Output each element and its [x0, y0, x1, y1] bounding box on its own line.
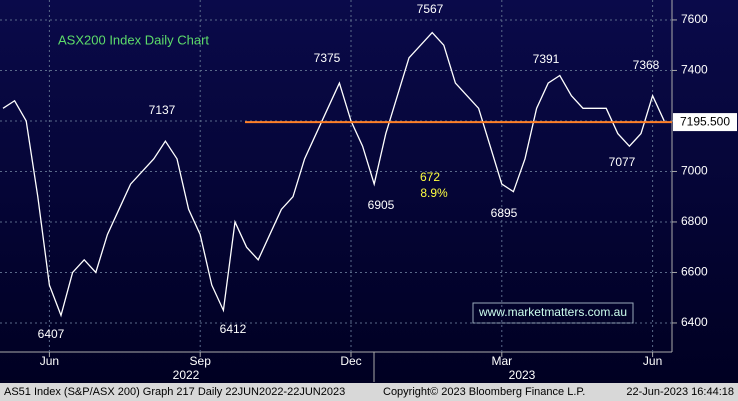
y-tick-label: 6800 [681, 214, 708, 228]
x-tick-label: Dec [340, 354, 361, 368]
annotation: 672 [420, 170, 440, 184]
y-tick-label: 7400 [681, 63, 708, 77]
annotation: 6407 [38, 327, 65, 341]
footer-text: AS51 Index (S&P/ASX 200) Graph 217 Daily… [4, 386, 345, 398]
x-tick-label: Sep [190, 354, 212, 368]
reference-label: 7195.500 [680, 114, 730, 128]
watermark: www.marketmatters.com.au [478, 305, 627, 319]
annotation: 7368 [633, 58, 660, 72]
background [0, 0, 738, 383]
annotation: 7391 [533, 52, 560, 66]
y-tick-label: 7600 [681, 12, 708, 26]
annotation: 7137 [149, 103, 176, 117]
year-label: 2022 [173, 368, 200, 382]
chart-title: ASX200 Index Daily Chart [58, 32, 209, 47]
annotation: 6412 [220, 322, 247, 336]
footer-text: 22-Jun-2023 16:44:18 [626, 386, 734, 398]
x-tick-label: Jun [40, 354, 59, 368]
year-label: 2023 [509, 368, 536, 382]
y-tick-label: 7000 [681, 164, 708, 178]
annotation: 7567 [417, 2, 444, 16]
footer-text: Copyright© 2023 Bloomberg Finance L.P. [383, 386, 585, 398]
price-line [2, 31, 665, 318]
y-tick-label: 6600 [681, 265, 708, 279]
watermark-box [472, 302, 634, 324]
annotation: 7375 [314, 51, 341, 65]
footer-bar [0, 383, 738, 401]
reference-label-box [673, 113, 737, 132]
annotation: 6905 [368, 198, 395, 212]
y-tick-label: 6400 [681, 315, 708, 329]
annotation: 6895 [491, 206, 518, 220]
x-tick-label: Mar [491, 354, 512, 368]
annotation: 7077 [609, 155, 636, 169]
x-tick-label: Jun [643, 354, 662, 368]
annotation: 8.9% [420, 186, 448, 200]
